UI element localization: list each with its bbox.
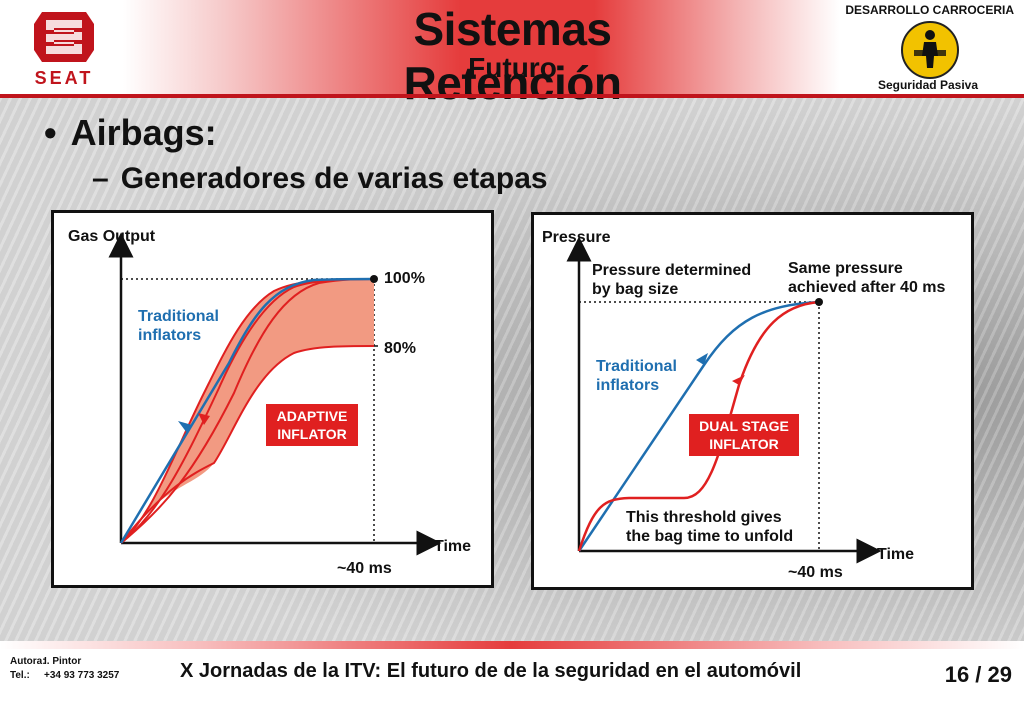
- page-number: 16 / 29: [944, 662, 1012, 687]
- endpoint-dot: [815, 298, 823, 306]
- header-divider: [0, 94, 1024, 98]
- dual-stage-label-2: INFLATOR: [709, 436, 778, 452]
- time-marker-label: ~40 ms: [788, 564, 843, 581]
- department-label: DESARROLLO CARROCERIA: [845, 3, 1014, 17]
- adaptive-arrow: [198, 413, 210, 425]
- gas-output-chart: Gas Output Time ~40 ms 100% 80% Traditio…: [51, 210, 494, 588]
- adaptive-curve-4: [120, 345, 375, 544]
- traditional-curve: [577, 300, 820, 552]
- bullet-airbags-text: Airbags:: [70, 112, 217, 153]
- level-80-label: 80%: [384, 340, 416, 357]
- pressure-chart: Pressure Time ~40 ms Pressure determined…: [531, 212, 974, 590]
- adaptive-curve-2: [120, 278, 375, 544]
- crash-test-dummy-icon: [901, 21, 959, 79]
- slide-title: Sistemas Retención: [403, 3, 622, 109]
- bullet-airbags: • Airbags:: [44, 112, 217, 153]
- bullet-generators-text: Generadores de varias etapas: [120, 162, 548, 195]
- area-label: Seguridad Pasiva: [877, 78, 978, 92]
- traditional-arrow: [178, 421, 192, 433]
- traditional-label-1: Traditional: [596, 358, 677, 375]
- adaptive-inflator-box: [266, 404, 358, 446]
- author-value: I. Pintor: [44, 656, 82, 667]
- same-pressure-note-2: achieved after 40 ms: [788, 279, 946, 296]
- traditional-curve: [119, 277, 375, 544]
- threshold-note-1: This threshold gives: [626, 509, 782, 526]
- slide-footer: [0, 649, 1024, 709]
- author-info: Autora:I. Pintor Tel.: +34 93 773 3257: [10, 655, 119, 683]
- traditional-label-2: inflators: [138, 327, 201, 344]
- pressure-note-1: Pressure determined: [592, 262, 751, 279]
- adaptive-label-1: ADAPTIVE: [277, 408, 348, 424]
- slide-header: SEAT Sistemas Retención Futuro DESARROLL…: [0, 0, 1024, 109]
- threshold-note-2: the bag time to unfold: [626, 528, 793, 545]
- dual-stage-label-1: DUAL STAGE: [699, 418, 789, 434]
- dual-stage-curve: [577, 300, 820, 552]
- slide-subtitle: Futuro: [468, 52, 557, 83]
- svg-text:SEAT: SEAT: [35, 68, 94, 88]
- endpoint-dot: [370, 275, 378, 283]
- seat-logo: SEAT: [34, 12, 94, 88]
- dual-stage-box: [689, 414, 799, 456]
- x-axis-label: Time: [877, 546, 914, 563]
- author-label: Autora:: [10, 656, 46, 667]
- same-pressure-note-1: Same pressure: [788, 260, 903, 277]
- y-axis-label: Pressure: [542, 229, 611, 246]
- time-marker-label: ~40 ms: [337, 560, 392, 577]
- level-100-label: 100%: [384, 270, 425, 287]
- footer-divider: [0, 641, 1024, 649]
- y-axis-label: Gas Output: [68, 228, 156, 245]
- traditional-label-2: inflators: [596, 377, 659, 394]
- pressure-note-2: by bag size: [592, 281, 678, 298]
- bullet-generators: – Generadores de varias etapas: [92, 162, 548, 195]
- tel-label: Tel.:: [10, 670, 30, 681]
- event-title: X Jornadas de la ITV: El futuro de de la…: [180, 660, 802, 682]
- x-axis-label: Time: [434, 538, 471, 555]
- traditional-arrow: [696, 353, 708, 365]
- adaptive-label-2: INFLATOR: [277, 426, 346, 442]
- dual-stage-arrow: [732, 375, 745, 385]
- traditional-label-1: Traditional: [138, 308, 219, 325]
- tel-value: +34 93 773 3257: [44, 670, 120, 681]
